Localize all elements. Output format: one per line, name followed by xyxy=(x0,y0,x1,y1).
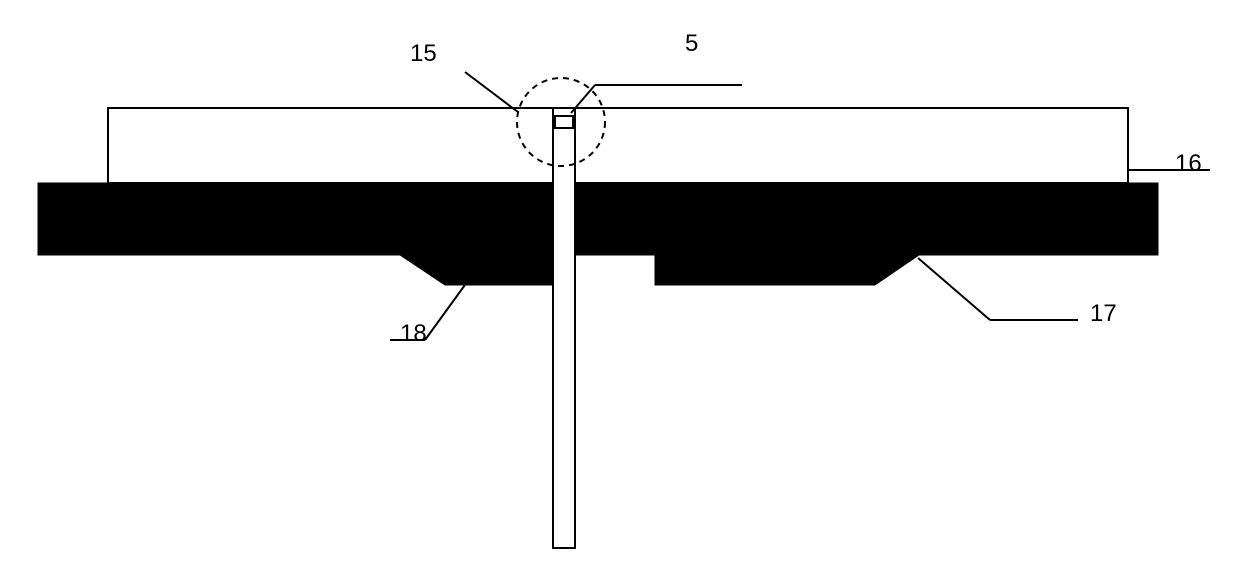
leader-15 xyxy=(465,72,518,112)
vertical-shaft xyxy=(553,108,575,548)
label-5: 5 xyxy=(685,30,698,58)
upper-layer xyxy=(108,108,1128,183)
label-17: 17 xyxy=(1090,300,1117,328)
leader-17a xyxy=(918,258,990,320)
black-band xyxy=(38,183,1158,285)
label-18: 18 xyxy=(400,320,427,348)
technical-diagram xyxy=(0,0,1240,584)
label-16: 16 xyxy=(1175,150,1202,178)
leader-18a xyxy=(425,278,470,340)
label-15: 15 xyxy=(410,40,437,68)
